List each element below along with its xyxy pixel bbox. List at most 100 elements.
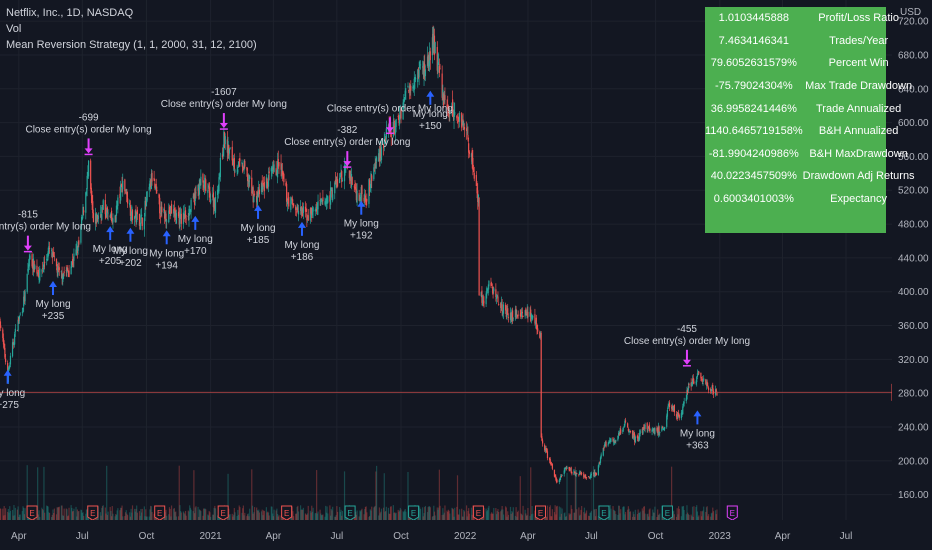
candle-body bbox=[227, 140, 229, 154]
earnings-event-icon[interactable]: E bbox=[344, 505, 356, 521]
time-tick-label: 2021 bbox=[199, 531, 222, 542]
candle-body bbox=[701, 379, 703, 381]
earnings-event-icon[interactable]: E bbox=[472, 505, 484, 521]
candle-body bbox=[161, 206, 163, 213]
volume-bar bbox=[583, 507, 586, 520]
volume-bar bbox=[275, 510, 277, 520]
volume-bar bbox=[265, 507, 268, 520]
candle-body bbox=[199, 181, 201, 183]
candle-body bbox=[58, 267, 60, 271]
stats-label: Max Trade Drawdown bbox=[805, 80, 913, 93]
volume-bar bbox=[359, 510, 361, 520]
time-axis[interactable]: Apr Jul Oct 2021 Apr Jul Oct 2022 Apr Jul Oct 2023 A… bbox=[0, 520, 932, 550]
candle-body bbox=[600, 454, 602, 458]
volume-bar bbox=[214, 505, 216, 520]
volume-bar bbox=[183, 512, 185, 520]
earnings-event-icon[interactable]: E bbox=[535, 505, 546, 521]
earnings-event-icon[interactable]: E bbox=[217, 505, 229, 521]
exit-label: Close entry(s) order My long bbox=[161, 99, 287, 110]
candle-body bbox=[676, 414, 678, 419]
candle-body bbox=[581, 472, 583, 474]
candle-body bbox=[599, 462, 601, 464]
candle-body bbox=[467, 135, 469, 140]
candle-body bbox=[263, 183, 265, 185]
candle-body bbox=[627, 428, 629, 432]
volume-bar bbox=[9, 506, 11, 520]
candle-body bbox=[369, 185, 371, 188]
volume-bar bbox=[444, 505, 446, 520]
candle-body bbox=[442, 94, 445, 106]
candle-body bbox=[190, 199, 192, 213]
volume-bar bbox=[696, 505, 698, 520]
volume-bar bbox=[502, 514, 505, 520]
volume-bar bbox=[233, 514, 235, 520]
strategy-title[interactable]: Mean Reversion Strategy (1, 1, 2000, 31,… bbox=[6, 39, 257, 51]
volume-bar bbox=[447, 509, 450, 520]
candle-body bbox=[346, 164, 348, 167]
price-tick-label: 400.00 bbox=[898, 287, 929, 298]
symbol-title[interactable]: Netflix, Inc., 1D, NASDAQ bbox=[6, 7, 134, 19]
volume-bar bbox=[571, 508, 573, 520]
earnings-event-icon[interactable]: E bbox=[408, 505, 420, 521]
entry-arrow-head bbox=[191, 215, 200, 222]
volume-bar bbox=[628, 508, 630, 520]
time-tick-label: Jul bbox=[76, 531, 89, 542]
volume-bar bbox=[545, 516, 547, 520]
candle-body bbox=[212, 194, 214, 198]
candle-body bbox=[170, 205, 172, 213]
candle-body bbox=[638, 438, 640, 441]
candle-body bbox=[277, 158, 279, 162]
candle-body bbox=[153, 177, 155, 181]
volume-bar bbox=[653, 512, 655, 520]
volume-bar bbox=[598, 515, 600, 520]
volume-bar bbox=[448, 510, 450, 520]
earnings-event-icon[interactable]: E bbox=[598, 505, 610, 521]
volume-bar bbox=[555, 506, 558, 520]
candle-body bbox=[553, 469, 556, 477]
volume-bar bbox=[427, 507, 429, 520]
entry-label: My long bbox=[149, 248, 184, 259]
candle-body bbox=[549, 459, 551, 464]
volume-bar bbox=[57, 507, 60, 520]
volume-bar bbox=[68, 507, 70, 520]
volume-bar bbox=[4, 508, 7, 520]
candle-body bbox=[336, 180, 338, 182]
volume-bar bbox=[244, 512, 246, 520]
earnings-event-icon[interactable]: E bbox=[154, 505, 166, 521]
volume-bar bbox=[366, 512, 368, 520]
candle-body bbox=[534, 314, 536, 324]
volume-bar bbox=[0, 508, 2, 520]
volume-bar bbox=[189, 507, 191, 520]
candle-body bbox=[382, 144, 385, 149]
stats-row: 40.0223457509% Drawdown Adj Returns bbox=[705, 165, 915, 188]
candle-body bbox=[320, 198, 323, 201]
earnings-event-icon[interactable]: E bbox=[726, 505, 738, 521]
earnings-event-icon[interactable]: E bbox=[661, 505, 673, 521]
volume-indicator-title[interactable]: Vol bbox=[6, 23, 22, 35]
earnings-event-icon[interactable]: E bbox=[26, 505, 38, 521]
volume-bar bbox=[402, 511, 404, 520]
earnings-event-icon[interactable]: E bbox=[87, 505, 99, 521]
entry-arrow-head bbox=[426, 90, 435, 97]
volume-bar bbox=[712, 507, 714, 520]
candle-body bbox=[599, 457, 602, 463]
price-axis[interactable]: USD160.00200.00240.00280.00320.00360.004… bbox=[892, 0, 932, 550]
volume-bar bbox=[652, 512, 655, 520]
volume-bar bbox=[490, 513, 492, 520]
candle-body bbox=[520, 312, 522, 317]
earnings-event-icon[interactable]: E bbox=[281, 505, 293, 521]
candle-body bbox=[219, 157, 221, 178]
candle-body bbox=[422, 66, 424, 75]
volume-bar bbox=[510, 513, 512, 520]
volume-bar bbox=[433, 511, 436, 520]
volume-bar bbox=[511, 511, 513, 520]
time-tick-label: Apr bbox=[520, 531, 536, 542]
candle-body bbox=[36, 265, 38, 274]
candle-body bbox=[13, 342, 15, 345]
volume-bar bbox=[654, 506, 656, 520]
candle-body bbox=[290, 197, 292, 210]
candle-body bbox=[29, 255, 31, 260]
volume-bar bbox=[16, 509, 19, 520]
volume-bar bbox=[330, 508, 332, 520]
